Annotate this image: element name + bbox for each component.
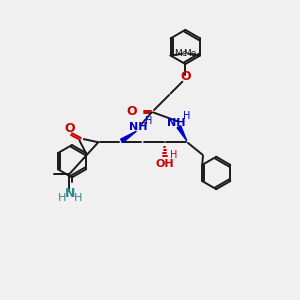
Text: O: O	[64, 122, 75, 135]
Text: NH: NH	[167, 118, 186, 128]
Text: N: N	[64, 187, 75, 200]
Text: H: H	[74, 193, 82, 203]
Text: NH: NH	[129, 122, 148, 132]
Text: O: O	[180, 70, 190, 83]
Text: H: H	[146, 116, 153, 126]
Polygon shape	[121, 131, 136, 142]
Text: OH: OH	[155, 159, 174, 169]
Text: H: H	[58, 193, 67, 203]
Text: Me: Me	[183, 49, 196, 58]
Text: H: H	[170, 150, 178, 160]
Text: O: O	[127, 105, 137, 118]
Polygon shape	[177, 126, 187, 141]
Text: Me: Me	[174, 49, 188, 58]
Text: H: H	[182, 111, 190, 122]
